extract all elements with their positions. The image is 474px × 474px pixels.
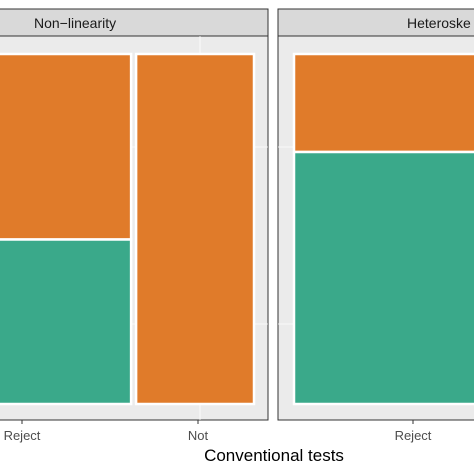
panel-heteroskedasticity: Heteroske Reject xyxy=(277,8,474,443)
x-tick-label-not: Not xyxy=(188,428,209,443)
strip-title: Non−linearity xyxy=(34,15,116,31)
panel-non-linearity: Non−linearity Reject Not xyxy=(0,8,269,443)
mosaic-tiles xyxy=(0,52,256,406)
mosaic-tiles xyxy=(292,52,474,406)
mosaic-tile-reject-teal xyxy=(292,150,474,406)
strip-background xyxy=(0,8,269,37)
x-tick-label-reject: Reject xyxy=(4,428,41,443)
mosaic-tile-reject-teal xyxy=(0,238,133,406)
mosaic-tile-reject-orange xyxy=(0,52,133,241)
x-tick-label-reject: Reject xyxy=(395,428,432,443)
mosaic-tile-not-orange xyxy=(134,52,256,406)
strip-background xyxy=(277,8,474,37)
mosaic-tile-reject-orange xyxy=(292,52,474,154)
x-axis-title: Conventional tests xyxy=(204,446,344,465)
strip-title: Heteroske xyxy=(407,15,471,31)
